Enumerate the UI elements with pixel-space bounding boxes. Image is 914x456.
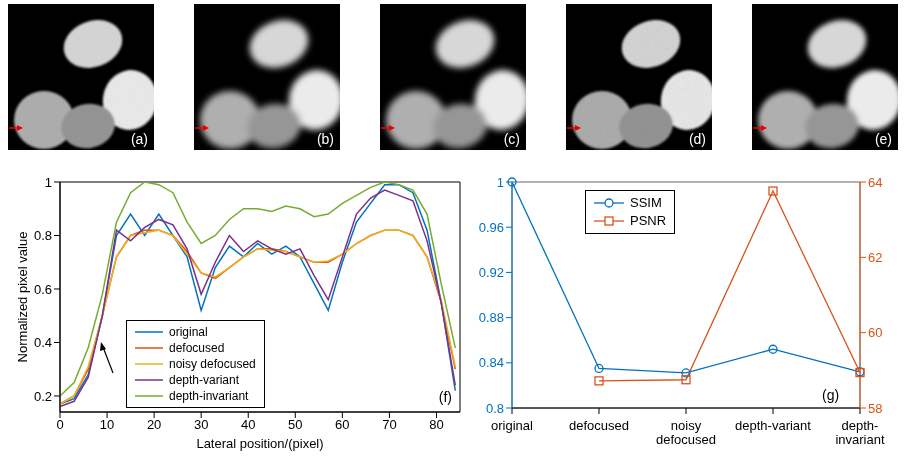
svg-text:depth-invariant: depth-invariant	[835, 418, 885, 447]
svg-text:(g): (g)	[822, 387, 839, 403]
svg-text:Lateral position/(pixel): Lateral position/(pixel)	[196, 436, 323, 451]
svg-text:0.6: 0.6	[34, 282, 52, 297]
html-text:SSIM: SSIM	[630, 195, 662, 210]
svg-text:original: original	[491, 418, 533, 433]
svg-text:0.2: 0.2	[34, 389, 52, 404]
svg-text:defocused: defocused	[569, 418, 629, 433]
html-text:noisy defocused: noisy defocused	[169, 357, 256, 371]
svg-text:0.8: 0.8	[34, 228, 52, 243]
svg-text:50: 50	[288, 417, 302, 432]
html-text:PSNR: PSNR	[630, 213, 667, 228]
svg-text:80: 80	[429, 417, 443, 432]
svg-text:(b): (b)	[317, 131, 334, 147]
svg-text:1: 1	[45, 175, 52, 190]
html-text:original: original	[169, 325, 208, 339]
svg-text:70: 70	[382, 417, 396, 432]
svg-text:0.84: 0.84	[479, 355, 504, 370]
svg-text:(f): (f)	[439, 389, 452, 405]
html-text:depth-invariant: depth-invariant	[169, 389, 249, 403]
svg-text:60: 60	[868, 325, 882, 340]
html-text:depth-variant: depth-variant	[169, 373, 239, 387]
svg-text:0.96: 0.96	[479, 220, 504, 235]
svg-text:58: 58	[868, 401, 882, 416]
svg-text:Normalized pixel value: Normalized pixel value	[15, 232, 30, 363]
svg-text:64: 64	[868, 175, 882, 190]
svg-text:(c): (c)	[504, 131, 520, 147]
svg-text:30: 30	[194, 417, 208, 432]
svg-text:depth-variant: depth-variant	[735, 418, 811, 433]
svg-text:40: 40	[241, 417, 255, 432]
svg-text:(e): (e)	[875, 131, 892, 147]
svg-text:0.92: 0.92	[479, 265, 504, 280]
svg-text:60: 60	[335, 417, 349, 432]
svg-text:(d): (d)	[689, 131, 706, 147]
svg-text:10: 10	[100, 417, 114, 432]
svg-text:0.4: 0.4	[34, 335, 52, 350]
svg-text:0.8: 0.8	[486, 401, 504, 416]
svg-text:(a): (a)	[131, 131, 148, 147]
svg-text:1: 1	[497, 175, 504, 190]
svg-text:0.88: 0.88	[479, 310, 504, 325]
svg-text:20: 20	[147, 417, 161, 432]
svg-text:62: 62	[868, 250, 882, 265]
svg-text:noisydefocused: noisydefocused	[656, 418, 716, 447]
svg-text:0: 0	[56, 417, 63, 432]
html-text:defocused: defocused	[169, 341, 225, 355]
